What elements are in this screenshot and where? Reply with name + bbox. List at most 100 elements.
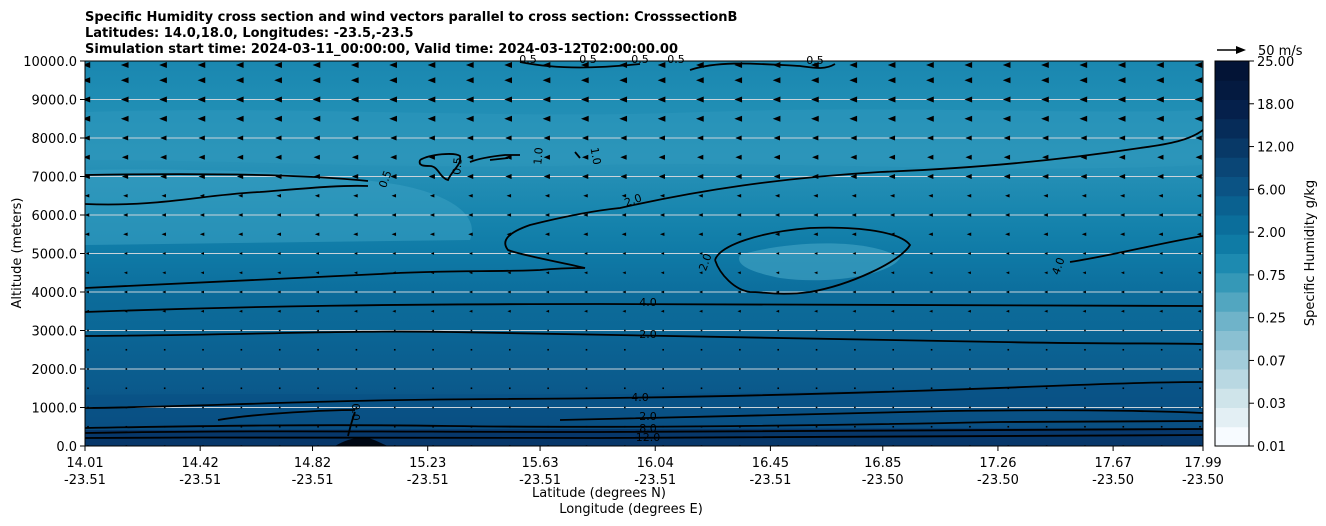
wind-vector — [1079, 96, 1088, 103]
wind-vector — [1002, 115, 1011, 122]
wind-vector — [585, 329, 588, 332]
wind-vector — [773, 154, 781, 160]
wind-vector — [969, 406, 971, 409]
x-tick-lon: -23.51 — [519, 473, 561, 488]
wind-vector — [929, 290, 933, 294]
wind-vector — [163, 368, 166, 370]
colorbar-segment — [1215, 234, 1249, 254]
wind-vector — [1195, 174, 1202, 179]
contour-4.0-lower — [85, 381, 1203, 409]
wind-vector — [890, 290, 895, 294]
wind-vector — [506, 213, 512, 217]
wind-vector — [235, 77, 244, 84]
wind-vector — [887, 77, 896, 84]
wind-vector — [274, 61, 282, 69]
wind-vector — [1084, 406, 1086, 409]
colorbar-segment — [1215, 407, 1249, 428]
wind-vector — [276, 213, 282, 217]
wind-vector — [123, 232, 128, 237]
wind-vector — [777, 348, 780, 351]
wind-vector — [312, 61, 321, 69]
contour-label: 4.0 — [631, 391, 649, 404]
wind-vector — [657, 77, 666, 84]
wind-vector — [929, 271, 933, 275]
wind-vector — [850, 135, 857, 141]
wind-vector — [1159, 290, 1163, 294]
contour-label: 12.0 — [636, 431, 661, 444]
wind-vector — [851, 193, 857, 198]
wind-vector — [739, 387, 741, 390]
wind-vector — [1120, 213, 1125, 217]
wind-vector — [1041, 115, 1049, 122]
wind-vector — [621, 213, 627, 217]
wind-vector — [278, 368, 281, 370]
colorbar: 0.01 0.03 0.07 0.25 0.75 2.00 6.00 12.00 18.00 25… — [1215, 55, 1294, 455]
wind-vector — [624, 348, 626, 351]
wind-vector — [585, 348, 588, 351]
wind-vector — [87, 329, 89, 332]
wind-vector — [200, 271, 204, 275]
wind-vector — [852, 309, 856, 313]
wind-vector — [390, 154, 397, 160]
wind-vector — [355, 406, 358, 409]
wind-vector — [545, 271, 550, 275]
wind-vector — [583, 232, 588, 237]
wind-vector — [542, 115, 551, 122]
title-line-3: Simulation start time: 2024-03-11_00:00:… — [85, 42, 678, 57]
x-tick-lat: 14.82 — [294, 456, 331, 471]
wind-vector — [120, 61, 129, 69]
wind-vector — [240, 368, 243, 370]
wind-vector — [314, 232, 320, 237]
wind-vector — [162, 290, 166, 294]
wind-vector — [432, 348, 434, 351]
wind-vector — [275, 135, 282, 141]
wind-vector — [470, 348, 473, 351]
wind-vector — [888, 154, 896, 160]
wind-vector — [1122, 425, 1125, 428]
wind-vector — [159, 77, 167, 84]
wind-vector — [620, 135, 627, 141]
wind-vector — [585, 387, 588, 390]
wind-vector — [163, 329, 166, 332]
wind-vector — [160, 154, 167, 160]
wind-vector — [389, 77, 397, 84]
wind-vector — [162, 271, 166, 275]
wind-vector — [163, 387, 166, 390]
wind-vector — [814, 309, 818, 313]
wind-vector — [811, 77, 819, 84]
wind-vector — [123, 252, 128, 255]
wind-vector — [197, 61, 206, 69]
wind-vector — [85, 290, 89, 294]
contour-12.0-a — [85, 428, 1203, 434]
wind-vector — [583, 193, 588, 198]
humidity-patch-right — [739, 243, 900, 281]
wind-vector — [202, 329, 204, 332]
wind-vector — [505, 135, 512, 141]
wind-vector — [197, 115, 206, 122]
colorbar-segment — [1215, 388, 1249, 408]
wind-vector — [1002, 61, 1011, 69]
wind-vector — [1045, 368, 1048, 370]
wind-vector — [1080, 174, 1087, 179]
wind-vector — [468, 232, 473, 237]
colorbar-segment — [1215, 118, 1249, 139]
wind-vector — [466, 174, 474, 179]
wind-vector — [470, 329, 473, 332]
wind-vector — [197, 77, 206, 84]
x-tick-lon: -23.51 — [179, 473, 221, 488]
wind-vector — [775, 252, 780, 255]
wind-vector — [815, 425, 818, 428]
wind-vector — [624, 329, 626, 332]
wind-vector — [85, 77, 91, 84]
wind-vector — [238, 309, 243, 313]
wind-vector — [777, 425, 780, 428]
wind-vector — [466, 135, 474, 141]
wind-vector — [1117, 61, 1126, 69]
wind-vector — [1197, 309, 1201, 313]
wind-vector — [469, 290, 473, 294]
wind-vector — [1195, 135, 1202, 141]
wind-vector — [277, 309, 281, 313]
wind-vector — [202, 406, 204, 409]
wind-vector — [657, 96, 666, 103]
wind-vector — [926, 77, 934, 84]
